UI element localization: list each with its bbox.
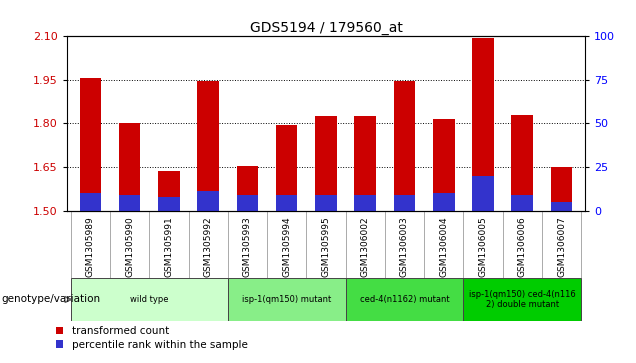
Text: GSM1305992: GSM1305992 xyxy=(204,216,212,277)
Bar xyxy=(197,81,219,211)
Text: wild type: wild type xyxy=(130,295,169,304)
Bar xyxy=(511,195,533,211)
Bar xyxy=(237,166,258,211)
Text: ced-4(n1162) mutant: ced-4(n1162) mutant xyxy=(360,295,449,304)
Bar xyxy=(228,278,345,321)
Text: GSM1306002: GSM1306002 xyxy=(361,216,370,277)
Bar xyxy=(158,197,180,211)
Bar xyxy=(119,195,141,211)
Bar xyxy=(315,195,336,211)
Text: isp-1(qm150) mutant: isp-1(qm150) mutant xyxy=(242,295,331,304)
Text: GSM1305991: GSM1305991 xyxy=(164,216,174,277)
Text: isp-1(qm150) ced-4(n116
2) double mutant: isp-1(qm150) ced-4(n116 2) double mutant xyxy=(469,290,576,309)
Text: GSM1305993: GSM1305993 xyxy=(243,216,252,277)
Bar xyxy=(237,195,258,211)
Bar xyxy=(394,195,415,211)
Text: GSM1305995: GSM1305995 xyxy=(321,216,331,277)
Bar xyxy=(433,193,455,211)
Text: GSM1306007: GSM1306007 xyxy=(557,216,566,277)
Title: GDS5194 / 179560_at: GDS5194 / 179560_at xyxy=(249,21,403,35)
Bar xyxy=(464,278,581,321)
Text: GSM1305994: GSM1305994 xyxy=(282,216,291,277)
Bar xyxy=(472,176,494,211)
Bar xyxy=(354,116,376,211)
Text: GSM1306004: GSM1306004 xyxy=(439,216,448,277)
Bar xyxy=(197,191,219,211)
Bar xyxy=(394,81,415,211)
Bar xyxy=(80,193,101,211)
Text: GSM1306005: GSM1306005 xyxy=(478,216,488,277)
Bar xyxy=(315,116,336,211)
Legend: transformed count, percentile rank within the sample: transformed count, percentile rank withi… xyxy=(56,326,247,350)
Bar xyxy=(345,278,464,321)
Bar xyxy=(472,38,494,211)
Bar xyxy=(71,278,228,321)
Bar xyxy=(433,119,455,211)
Bar xyxy=(276,125,298,211)
Text: GSM1306006: GSM1306006 xyxy=(518,216,527,277)
Bar xyxy=(119,123,141,211)
Bar xyxy=(158,171,180,211)
Bar xyxy=(551,202,572,211)
Text: genotype/variation: genotype/variation xyxy=(1,294,100,305)
Bar xyxy=(511,115,533,211)
Text: GSM1306003: GSM1306003 xyxy=(400,216,409,277)
Bar xyxy=(276,195,298,211)
Text: GSM1305990: GSM1305990 xyxy=(125,216,134,277)
Bar xyxy=(354,195,376,211)
Bar xyxy=(551,167,572,211)
Bar xyxy=(80,78,101,211)
Text: GSM1305989: GSM1305989 xyxy=(86,216,95,277)
